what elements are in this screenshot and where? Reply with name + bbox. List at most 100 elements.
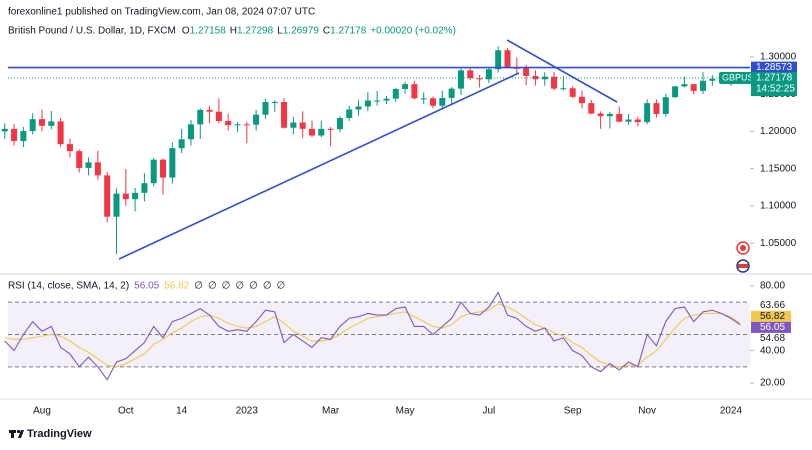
candle-body (178, 139, 185, 149)
candle-body (187, 124, 194, 140)
trend-line (506, 39, 618, 103)
candle-body (402, 84, 409, 89)
countdown-label: 14:52:25 (756, 84, 795, 95)
x-tick-label: 2024 (720, 406, 743, 417)
candle-body (504, 50, 511, 68)
candle-body (39, 119, 45, 126)
candle-body (253, 114, 260, 125)
candle-body (169, 148, 176, 178)
candle-body (690, 84, 697, 91)
candle-body (206, 109, 213, 112)
flag-icon (736, 241, 750, 273)
candle-body (672, 86, 679, 98)
y-tick-label: 20.00 (760, 378, 785, 389)
scale-label: 56.05 (760, 322, 785, 333)
x-tick-label: Oct (118, 406, 134, 417)
candle-body (578, 96, 585, 104)
candle-body (197, 109, 204, 125)
price-change: +0.00020 (+0.02%) (370, 26, 456, 37)
scale-label: 63.66 (760, 300, 785, 311)
candle-body (94, 162, 101, 176)
symbol-label: GBPUSD (722, 72, 761, 82)
indicator-value: 56.82 (164, 281, 189, 292)
candle-body (569, 88, 576, 97)
candle-body (467, 70, 474, 79)
candle-body (662, 97, 669, 114)
chart-title: British Pound / U.S. Dollar, 1D, FXCM (8, 26, 176, 37)
y-tick-label: 80.00 (760, 281, 785, 292)
price-tag (751, 61, 797, 74)
candle-body (532, 75, 539, 80)
candle-body (560, 88, 567, 90)
overlay: British Pound / U.S. Dollar, 1D, FXCM O 1.… (8, 26, 797, 344)
candle-body (225, 121, 232, 126)
candle-body (430, 98, 437, 106)
candle-body (150, 159, 157, 184)
candle-body (113, 193, 120, 217)
candle-body (606, 113, 613, 117)
rsi-sma-line (4, 303, 741, 368)
y-tick-label: 1.15000 (760, 163, 797, 174)
candle-body (318, 128, 325, 136)
hidden-value: ∅ (249, 281, 258, 292)
candle-body (616, 113, 623, 122)
candle-body (1, 128, 8, 132)
x-tick-label: 2023 (236, 406, 259, 417)
candle-body (122, 193, 129, 200)
x-tick-label: Mar (322, 406, 340, 417)
candle-body (392, 88, 399, 99)
candle-body (700, 80, 707, 91)
y-tick-label: 1.20000 (760, 126, 797, 137)
candle-body (262, 102, 269, 115)
ohlc-value: 1.27158 (190, 26, 227, 37)
candle-body (104, 175, 111, 217)
hidden-value: ∅ (277, 281, 286, 292)
ohlc-value: 1.26979 (283, 26, 320, 37)
candle-body (634, 119, 641, 123)
candle-body (476, 78, 483, 80)
ohlc-value: 1.27298 (237, 26, 274, 37)
scale-label: 54.68 (760, 333, 785, 344)
tradingview-logo (9, 429, 24, 438)
candle-body (541, 76, 548, 80)
x-tick-label: 14 (176, 406, 188, 417)
ohlc-value: 1.27178 (330, 26, 367, 37)
ohlc-key: C (323, 26, 330, 37)
ohlc-key: L (277, 26, 283, 37)
indicator-value: 56.05 (134, 281, 159, 292)
candle-body (364, 100, 371, 107)
candle-body (346, 109, 353, 119)
candle-body (411, 84, 418, 99)
candle-body (681, 84, 688, 87)
candle-body (448, 88, 455, 98)
candle-body (439, 97, 446, 106)
candle-body (141, 183, 148, 193)
candle-body (20, 131, 27, 142)
candle-body (281, 102, 288, 128)
candle-body (551, 76, 558, 89)
trend-line (118, 72, 520, 260)
candle-body (57, 121, 64, 145)
candle-body (11, 128, 18, 142)
candle-body (709, 78, 716, 81)
candle-body (588, 103, 595, 114)
candle-body (374, 100, 381, 102)
footer-brand: TradingView (27, 428, 92, 440)
candle-body (597, 113, 604, 117)
price-tag (751, 71, 797, 96)
candle-body (485, 69, 492, 80)
x-tick-label: Sep (564, 406, 582, 417)
candle-body (160, 159, 167, 178)
value-tag (751, 310, 791, 322)
scale-label: 56.82 (760, 311, 785, 322)
y-tick-label: 1.10000 (760, 201, 797, 212)
candle-body (290, 122, 297, 128)
candle-body (644, 103, 651, 123)
candle-body (299, 122, 306, 129)
hidden-value: ∅ (235, 281, 244, 292)
candle-body (271, 102, 278, 104)
candle-body (420, 98, 427, 100)
candle-body (625, 119, 632, 122)
